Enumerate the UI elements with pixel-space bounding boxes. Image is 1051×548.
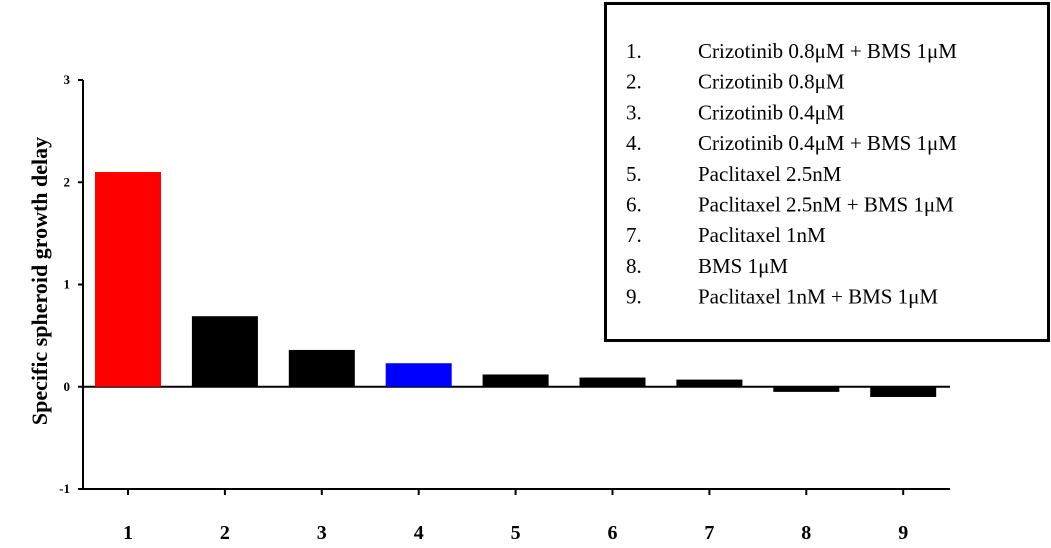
bar-8 bbox=[773, 386, 840, 392]
legend-item: 6. Paclitaxel 2.5nM + BMS 1μM bbox=[626, 193, 954, 217]
legend-item-number: 2. bbox=[626, 70, 642, 94]
legend-box bbox=[604, 2, 1050, 342]
legend-item-label: BMS 1μM bbox=[698, 254, 788, 278]
legend-item: 8. BMS 1μM bbox=[626, 254, 788, 278]
legend-item-number: 3. bbox=[626, 100, 642, 124]
legend-item-number: 1. bbox=[626, 39, 642, 63]
legend: 1. Crizotinib 0.8μM + BMS 1μM 2. Crizotinib… bbox=[604, 2, 1050, 342]
y-tick-label: 2 bbox=[64, 174, 71, 189]
legend-item-label: Crizotinib 0.4μM + BMS 1μM bbox=[698, 131, 957, 155]
legend-item-label: Paclitaxel 1nM bbox=[698, 223, 826, 247]
bar-2 bbox=[191, 316, 258, 387]
bar-6 bbox=[579, 377, 646, 387]
x-tick-label: 8 bbox=[801, 522, 811, 544]
legend-item-number: 9. bbox=[626, 285, 642, 309]
legend-item-label: Paclitaxel 1nM + BMS 1μM bbox=[698, 285, 938, 309]
bar-7 bbox=[676, 379, 743, 387]
y-tick-label: -1 bbox=[59, 481, 70, 496]
x-tick-label: 3 bbox=[317, 522, 327, 544]
legend-item: 3. Crizotinib 0.4μM bbox=[626, 100, 845, 124]
legend-item: 7. Paclitaxel 1nM bbox=[626, 223, 826, 247]
legend-item-number: 5. bbox=[626, 162, 642, 186]
x-tick-label: 7 bbox=[704, 522, 714, 544]
legend-item-number: 6. bbox=[626, 193, 642, 217]
x-tick-label: 1 bbox=[123, 522, 133, 544]
legend-item: 4. Crizotinib 0.4μM + BMS 1μM bbox=[626, 131, 957, 155]
legend-item: 9. Paclitaxel 1nM + BMS 1μM bbox=[626, 285, 938, 309]
legend-items: 1. Crizotinib 0.8μM + BMS 1μM 2. Crizotinib… bbox=[626, 39, 957, 309]
y-axis-label: Specific spheroid growth delay bbox=[27, 137, 52, 425]
bar-3 bbox=[288, 349, 355, 387]
legend-item-number: 7. bbox=[626, 223, 642, 247]
y-ticks: -1 0 1 2 3 bbox=[59, 72, 83, 496]
legend-item: 1. Crizotinib 0.8μM + BMS 1μM bbox=[626, 39, 957, 63]
y-tick-label: 3 bbox=[64, 72, 71, 87]
bar-4 bbox=[385, 363, 452, 387]
legend-item: 2. Crizotinib 0.8μM bbox=[626, 70, 845, 94]
legend-item-label: Crizotinib 0.8μM bbox=[698, 70, 845, 94]
legend-item-number: 8. bbox=[626, 254, 642, 278]
bar-9 bbox=[870, 386, 937, 397]
x-ticks: 1 2 3 4 5 6 7 8 9 bbox=[123, 489, 908, 544]
y-tick-label: 1 bbox=[64, 277, 71, 292]
x-tick-label: 2 bbox=[220, 522, 230, 544]
legend-item-label: Paclitaxel 2.5nM + BMS 1μM bbox=[698, 193, 954, 217]
bar-5 bbox=[482, 374, 549, 387]
x-tick-label: 4 bbox=[414, 522, 424, 544]
x-tick-label: 9 bbox=[898, 522, 908, 544]
y-tick-label: 0 bbox=[64, 379, 71, 394]
x-tick-label: 6 bbox=[608, 522, 618, 544]
legend-item: 5. Paclitaxel 2.5nM bbox=[626, 162, 842, 186]
x-tick-label: 5 bbox=[511, 522, 521, 544]
legend-item-label: Crizotinib 0.4μM bbox=[698, 100, 845, 124]
bar-1 bbox=[95, 172, 161, 387]
legend-item-label: Paclitaxel 2.5nM bbox=[698, 162, 842, 186]
bars bbox=[95, 172, 937, 397]
legend-item-number: 4. bbox=[626, 131, 642, 155]
legend-item-label: Crizotinib 0.8μM + BMS 1μM bbox=[698, 39, 957, 63]
